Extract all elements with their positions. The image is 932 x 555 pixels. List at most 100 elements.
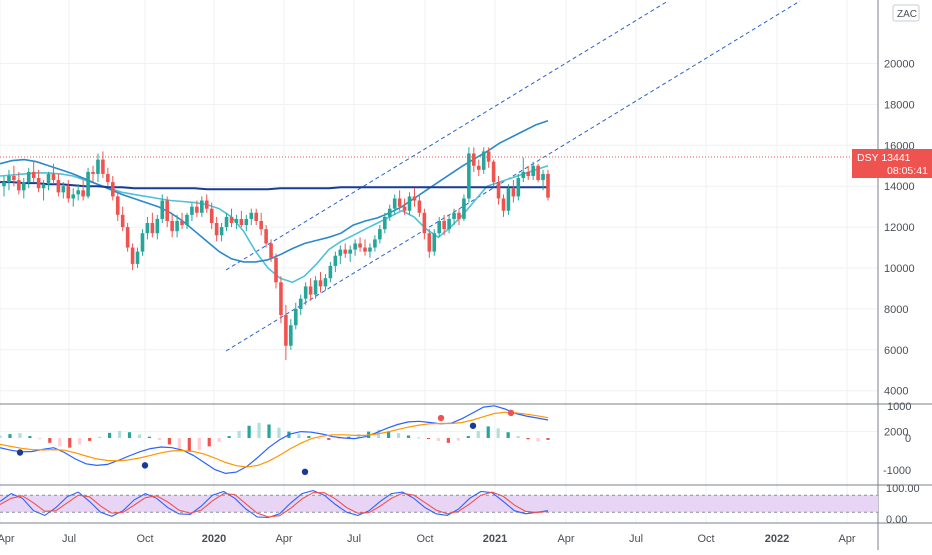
oscillator-band — [0, 495, 878, 513]
candle-body — [111, 182, 115, 197]
macd-histogram-bar — [38, 438, 42, 440]
candle-body — [432, 233, 437, 252]
candle-body — [373, 239, 377, 248]
candle-body — [526, 171, 531, 176]
macd-histogram-bar — [147, 436, 152, 438]
macd-histogram-bar — [426, 438, 431, 439]
macd-histogram-bar — [436, 438, 440, 441]
candle-body — [402, 206, 407, 211]
candle-body — [185, 214, 189, 226]
candle-body — [31, 171, 36, 179]
candle-body — [343, 249, 348, 254]
candle-body — [506, 188, 511, 211]
macd-histogram-bar — [536, 438, 540, 442]
candle-body — [521, 171, 526, 179]
candle-body — [442, 220, 446, 230]
candle-body — [378, 229, 382, 240]
candle-body — [353, 243, 357, 250]
candle-body — [274, 257, 278, 283]
candle-body — [481, 151, 486, 170]
macd-histogram-bar — [317, 438, 321, 439]
candle-body — [160, 200, 165, 219]
candle-body — [214, 223, 219, 236]
macd-histogram-bar — [307, 436, 311, 438]
candle-body — [51, 173, 56, 181]
macd-cross-marker — [141, 462, 149, 469]
candle-body — [36, 178, 41, 189]
macd-histogram-bar — [88, 438, 92, 441]
time-tick-label: 2021 — [483, 533, 507, 545]
candle-body — [368, 247, 372, 252]
candle-body — [511, 188, 516, 197]
candle-body — [229, 216, 234, 224]
candle-body — [96, 159, 100, 174]
candle-body — [313, 280, 318, 295]
candle-body — [259, 220, 263, 230]
candle-body — [303, 286, 308, 299]
candle-body — [427, 233, 432, 252]
candle-body — [486, 151, 491, 162]
candle-body — [467, 153, 471, 199]
time-tick-label: Jul — [347, 533, 361, 545]
candle-body — [81, 190, 85, 197]
oscillator-tick-label: 100.00 — [886, 483, 920, 495]
candle-body — [145, 223, 150, 234]
macd-histogram-bar — [476, 430, 480, 438]
candle-body — [155, 218, 160, 234]
currency-label: ZAC — [897, 9, 917, 20]
candle-body — [180, 220, 184, 226]
macd-histogram-bar — [456, 438, 460, 441]
candle-body — [269, 243, 273, 258]
candle-body — [140, 233, 145, 252]
macd-histogram-bar — [357, 434, 361, 438]
candle-body — [308, 286, 313, 295]
last-price-countdown: 08:05:41 — [887, 165, 928, 177]
candle-body — [531, 165, 535, 176]
candle-body — [249, 212, 254, 219]
candle-body — [106, 173, 110, 183]
macd-tick-label: 0 — [905, 433, 911, 445]
candle-body — [457, 212, 461, 219]
candle-body — [298, 298, 303, 309]
macd-histogram-bar — [207, 438, 211, 447]
candle-body — [135, 251, 140, 264]
candle-body — [165, 200, 169, 221]
candle-body — [12, 175, 16, 181]
candle-body — [56, 180, 61, 193]
signal-line — [0, 411, 549, 468]
candle-body — [462, 198, 466, 219]
macd-histogram-bar — [197, 438, 201, 451]
price-tick-label: 14000 — [884, 181, 915, 193]
oscillator-k-line — [0, 490, 549, 519]
price-tick-label: 18000 — [884, 99, 915, 111]
candle-body — [190, 206, 194, 215]
time-tick-label: Jul — [62, 533, 76, 545]
macd-tick-label: 1000 — [887, 401, 911, 413]
oscillator-d-line — [0, 491, 549, 518]
time-tick-label: Apr — [557, 533, 574, 545]
macd-histogram-bar — [0, 435, 2, 438]
candle-body — [289, 325, 293, 346]
price-tick-label: 12000 — [884, 222, 915, 234]
candle-body — [491, 161, 496, 183]
price-tick-label: 10000 — [884, 263, 915, 275]
macd-cross-marker — [437, 414, 445, 422]
time-tick-label: Apr — [838, 533, 855, 545]
candle-body — [546, 173, 550, 198]
macd-histogram-bar — [177, 438, 181, 449]
candle-body — [284, 315, 288, 346]
candle-body — [239, 218, 244, 226]
macd-histogram-bar — [297, 434, 301, 438]
channel-lower-line — [225, 0, 801, 352]
candle-body — [254, 212, 259, 221]
macd-histogram-bar — [526, 438, 530, 440]
candle-body — [130, 247, 135, 264]
candle-body — [323, 278, 328, 287]
candle-body — [333, 255, 338, 266]
candle-body — [447, 218, 451, 230]
macd-histogram-bar — [98, 436, 102, 438]
time-tick-label: Oct — [136, 533, 153, 545]
macd-histogram-bar — [48, 438, 52, 443]
